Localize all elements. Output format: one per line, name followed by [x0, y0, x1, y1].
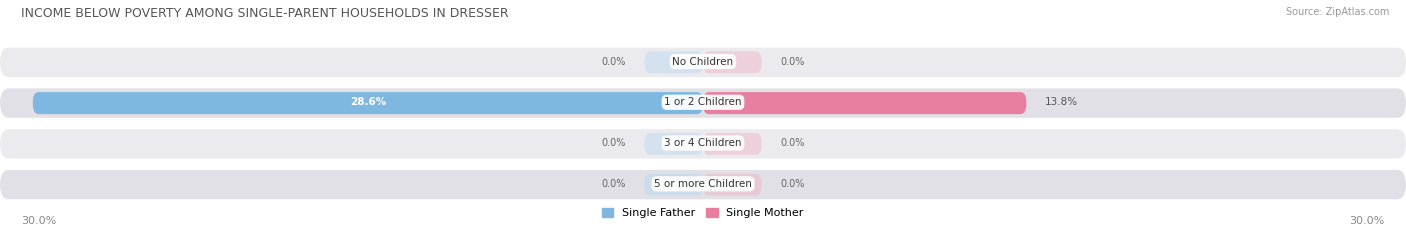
Text: No Children: No Children [672, 57, 734, 66]
Text: 0.0%: 0.0% [602, 179, 626, 189]
Text: 30.0%: 30.0% [1350, 216, 1385, 226]
FancyBboxPatch shape [0, 170, 1406, 199]
Text: 13.8%: 13.8% [1045, 97, 1078, 107]
FancyBboxPatch shape [644, 133, 703, 155]
FancyBboxPatch shape [0, 88, 1406, 118]
Text: Source: ZipAtlas.com: Source: ZipAtlas.com [1285, 7, 1389, 17]
FancyBboxPatch shape [703, 174, 762, 196]
Text: 0.0%: 0.0% [780, 179, 804, 189]
Text: 1 or 2 Children: 1 or 2 Children [664, 97, 742, 107]
FancyBboxPatch shape [0, 129, 1406, 158]
Legend: Single Father, Single Mother: Single Father, Single Mother [598, 204, 808, 223]
Text: 0.0%: 0.0% [602, 57, 626, 66]
Text: 5 or more Children: 5 or more Children [654, 179, 752, 189]
Text: 0.0%: 0.0% [780, 138, 804, 148]
Text: 0.0%: 0.0% [602, 138, 626, 148]
FancyBboxPatch shape [644, 174, 703, 196]
Text: 30.0%: 30.0% [21, 216, 56, 226]
FancyBboxPatch shape [0, 48, 1406, 77]
Text: INCOME BELOW POVERTY AMONG SINGLE-PARENT HOUSEHOLDS IN DRESSER: INCOME BELOW POVERTY AMONG SINGLE-PARENT… [21, 7, 509, 20]
FancyBboxPatch shape [32, 92, 703, 114]
FancyBboxPatch shape [703, 92, 1026, 114]
FancyBboxPatch shape [703, 133, 762, 155]
FancyBboxPatch shape [644, 51, 703, 73]
Text: 3 or 4 Children: 3 or 4 Children [664, 138, 742, 148]
Text: 0.0%: 0.0% [780, 57, 804, 66]
Text: 28.6%: 28.6% [350, 97, 387, 107]
FancyBboxPatch shape [703, 51, 762, 73]
